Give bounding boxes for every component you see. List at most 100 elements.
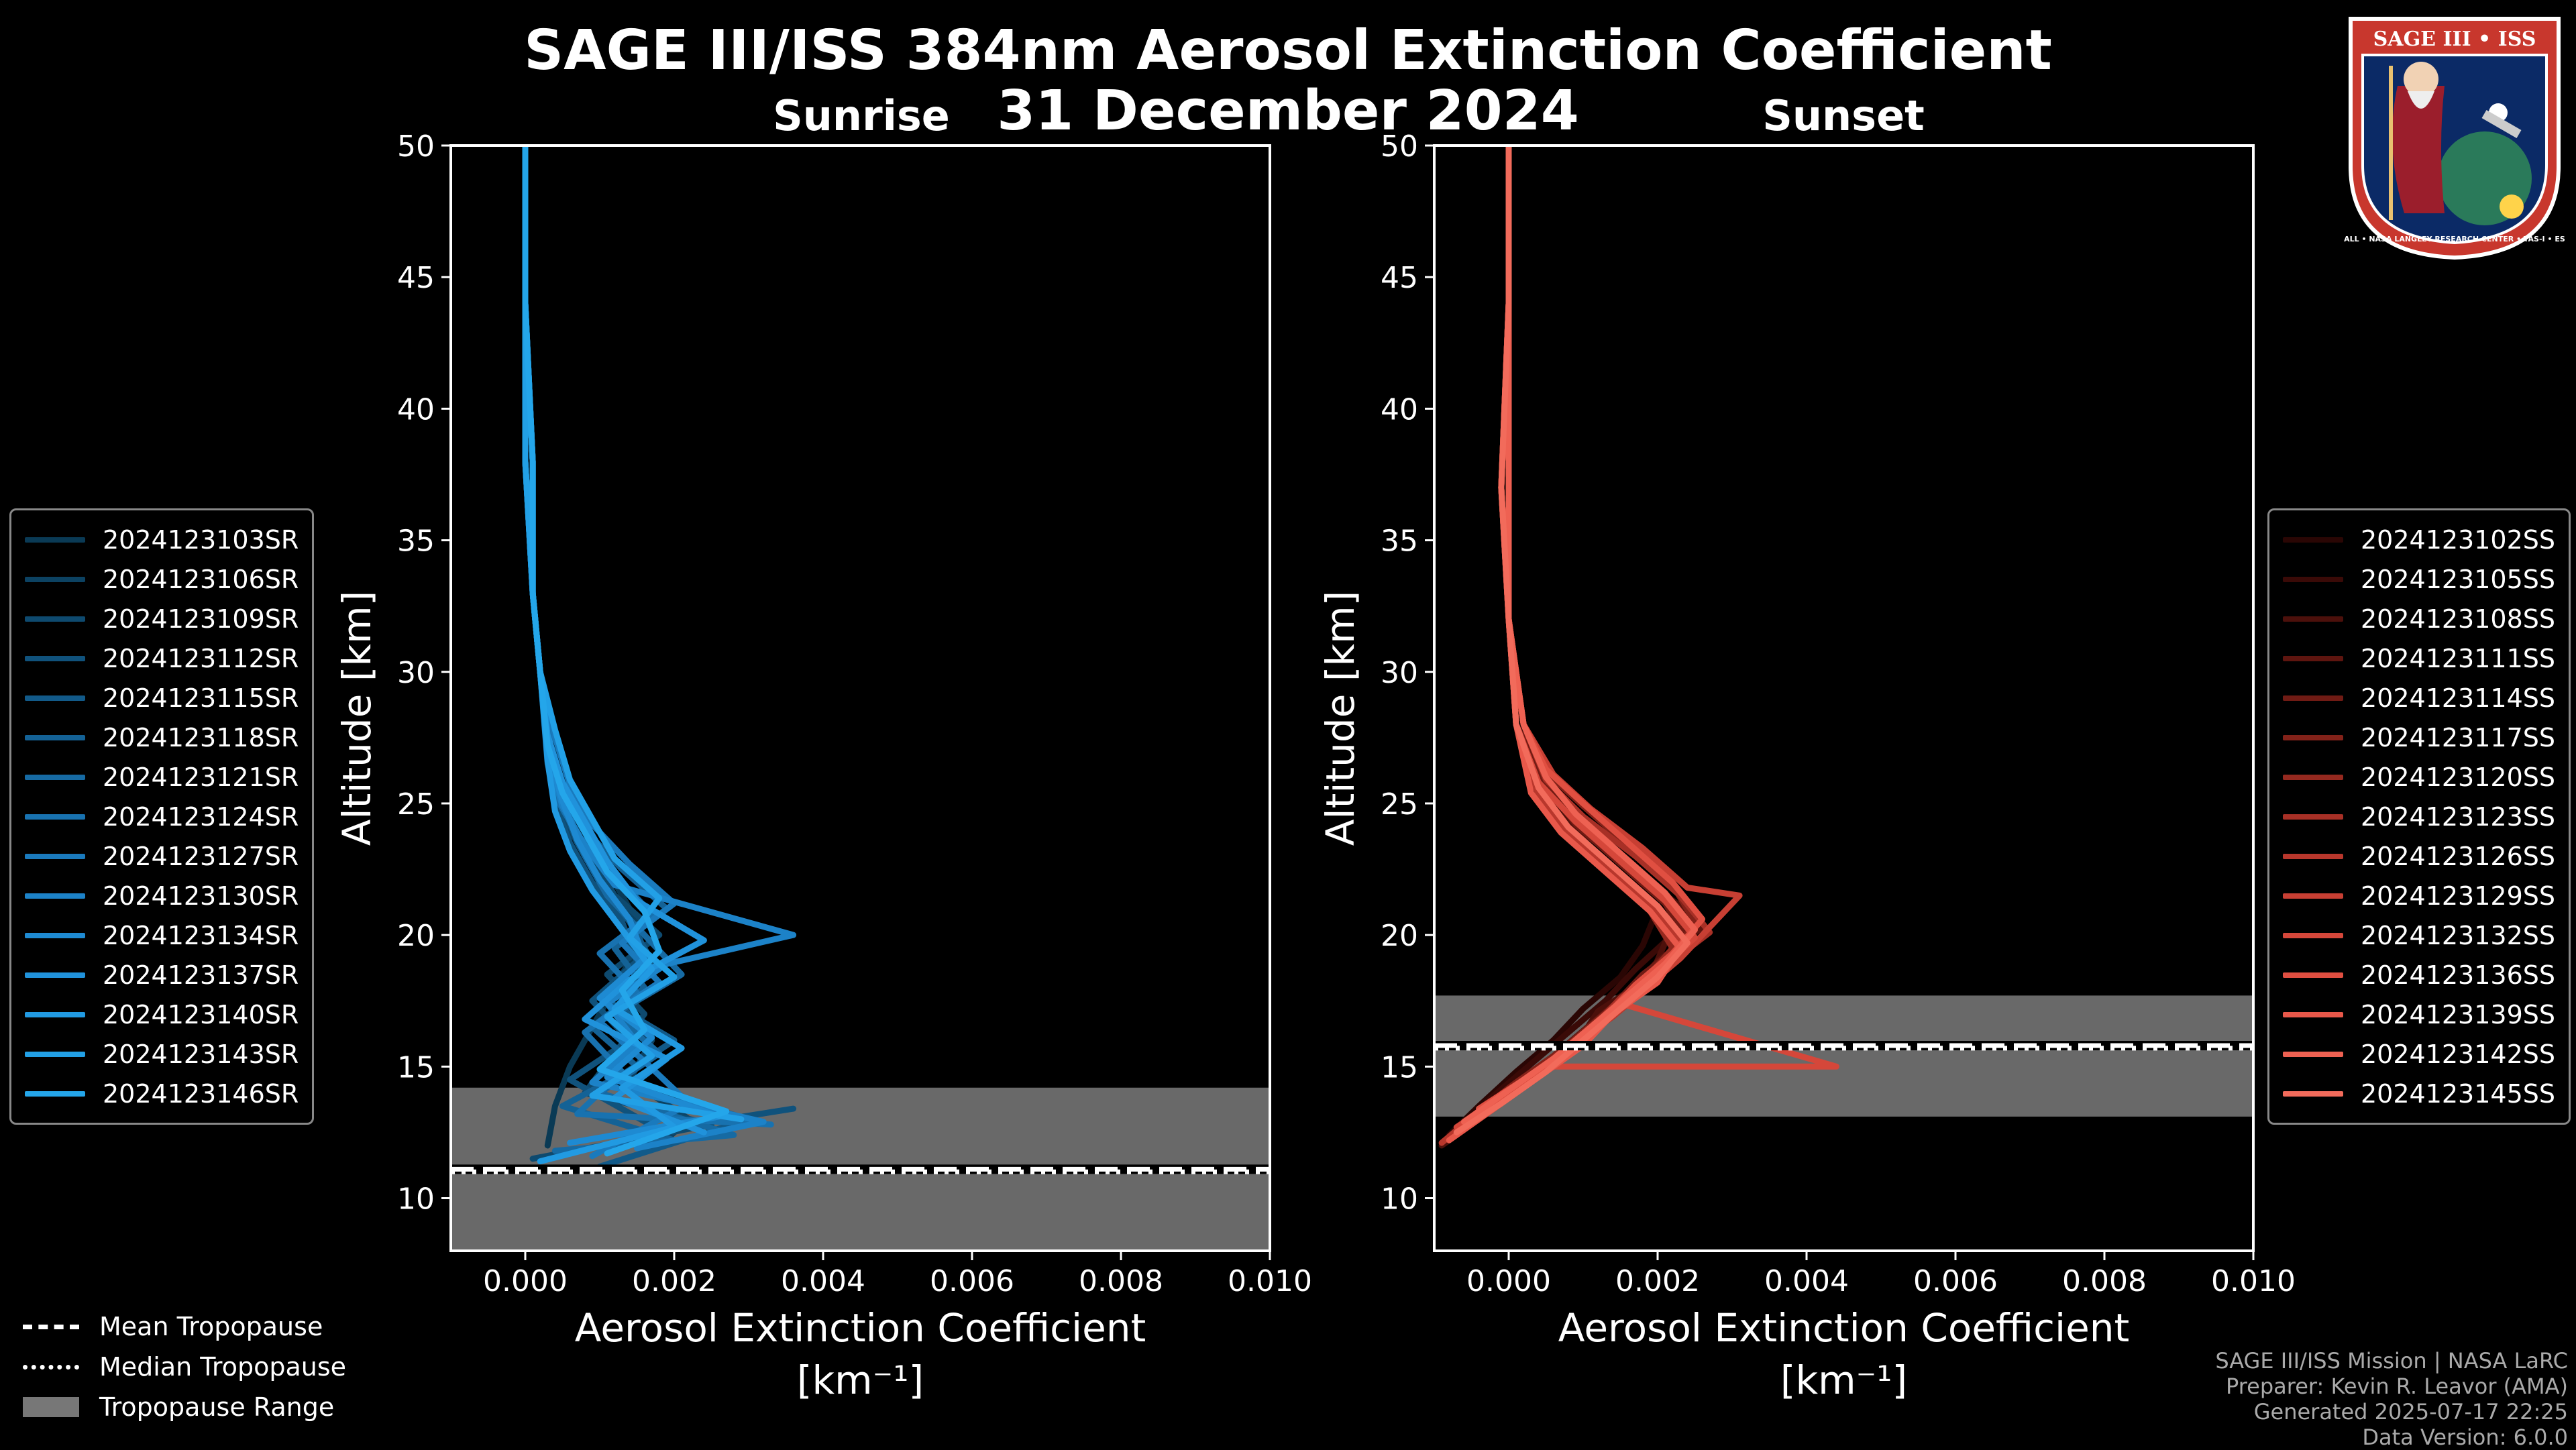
chart-title: SAGE III/ISS 384nm Aerosol Extinction Co… bbox=[524, 19, 2052, 82]
legend-label: 2024123120SS bbox=[2361, 762, 2556, 792]
sunrise-ytick-label: 35 bbox=[397, 524, 435, 559]
sunrise-ytick-label: 45 bbox=[397, 261, 435, 295]
legend-label: 2024123130SR bbox=[103, 881, 299, 911]
legend-label: 2024123108SS bbox=[2361, 604, 2556, 634]
credit-preparer: Preparer: Kevin R. Leavor (AMA) bbox=[2225, 1374, 2568, 1399]
legend-label: 2024123123SS bbox=[2361, 801, 2556, 832]
sunset-legend-item: 2024123139SS bbox=[2283, 995, 2555, 1034]
sunset-plot: 10 15 20 25 30 35 40 45 50 0.000 0.002 0.004 0.006 0.… bbox=[1318, 129, 2296, 1403]
sunset-legend-item: 2024123132SS bbox=[2283, 915, 2555, 955]
sunset-xtick-label: 0.008 bbox=[2062, 1264, 2147, 1298]
legend-swatch bbox=[25, 537, 85, 543]
legend-swatch bbox=[2283, 576, 2343, 582]
dashed-line-icon bbox=[23, 1317, 79, 1337]
series-2024123126SS bbox=[1438, 146, 1690, 1146]
sunrise-ytick-label: 30 bbox=[397, 656, 435, 690]
legend-swatch bbox=[2283, 853, 2343, 859]
sunrise-plot: 10 15 20 25 30 35 40 45 50 0.000 0.002 0.004 0.006 0.… bbox=[334, 129, 1312, 1403]
sunset-legend-item: 2024123136SS bbox=[2283, 955, 2555, 995]
sunset-ytick-label: 35 bbox=[1381, 524, 1418, 559]
sunset-legend-item: 2024123142SS bbox=[2283, 1034, 2555, 1074]
legend-label: 2024123129SS bbox=[2361, 881, 2556, 911]
sunset-subtitle: Sunset bbox=[1762, 91, 1925, 140]
series-2024123123SS bbox=[1460, 146, 1713, 1125]
sunrise-axes-frame bbox=[449, 144, 1271, 1252]
legend-mean-tropopause: Mean Tropopause bbox=[23, 1306, 346, 1347]
legend-label: 2024123136SS bbox=[2361, 960, 2556, 990]
sunrise-ytick-label: 20 bbox=[397, 919, 435, 953]
legend-label: 2024123111SS bbox=[2361, 643, 2556, 673]
legend-swatch bbox=[25, 893, 85, 899]
legend-swatch bbox=[2283, 774, 2343, 780]
legend-label: 2024123127SR bbox=[103, 841, 299, 871]
logo-text: SAGE III • ISS bbox=[2373, 27, 2536, 51]
sunrise-xtick-label: 0.000 bbox=[483, 1264, 568, 1298]
legend-label: 2024123146SR bbox=[103, 1078, 299, 1109]
legend-label: 2024123102SS bbox=[2361, 524, 2556, 555]
sunset-ytick-label: 30 bbox=[1381, 656, 1418, 690]
legend-swatch bbox=[25, 972, 85, 978]
sunrise-legend-item: 2024123106SR bbox=[25, 559, 299, 599]
sunset-legend-item: 2024123108SS bbox=[2283, 599, 2555, 638]
sunset-legend-item: 2024123105SS bbox=[2283, 559, 2555, 599]
legend-swatch bbox=[25, 655, 85, 661]
sunset-xlabel: Aerosol Extinction Coefficient bbox=[1558, 1305, 2130, 1351]
sunrise-xtick-label: 0.004 bbox=[781, 1264, 865, 1298]
sunrise-ytick-label: 25 bbox=[397, 787, 435, 822]
legend-swatch bbox=[25, 932, 85, 938]
legend-label: 2024123109SR bbox=[103, 604, 299, 634]
sunrise-legend-item: 2024123137SR bbox=[25, 955, 299, 995]
legend-label: 2024123106SR bbox=[103, 564, 299, 594]
sunset-legend-item: 2024123145SS bbox=[2283, 1074, 2555, 1113]
range-box-icon bbox=[23, 1397, 79, 1417]
legend-label: 2024123134SR bbox=[103, 920, 299, 950]
sunrise-xtick-label: 0.006 bbox=[930, 1264, 1014, 1298]
sunset-ytick-label: 25 bbox=[1381, 787, 1418, 822]
legend-label: 2024123132SS bbox=[2361, 920, 2556, 950]
sunset-xtick-label: 0.004 bbox=[1764, 1264, 1849, 1298]
sunset-legend-item: 2024123117SS bbox=[2283, 718, 2555, 757]
sunset-xtick-label: 0.006 bbox=[1913, 1264, 1998, 1298]
legend-swatch bbox=[2283, 893, 2343, 899]
sunset-legend-item: 2024123120SS bbox=[2283, 757, 2555, 797]
series-2024123146SR bbox=[522, 146, 730, 1157]
legend-label: 2024123139SS bbox=[2361, 999, 2556, 1029]
sunrise-ytick-label: 50 bbox=[397, 129, 435, 164]
sunrise-ylabel: Altitude [km] bbox=[334, 591, 380, 846]
legend-swatch bbox=[2283, 616, 2343, 622]
legend-swatch bbox=[2283, 537, 2343, 543]
legend-label: 2024123143SR bbox=[103, 1039, 299, 1069]
legend-label: 2024123115SR bbox=[103, 683, 299, 713]
legend-swatch bbox=[25, 576, 85, 582]
logo-ring-text: BALL • NASA LANGLEY RESEARCH CENTER • TA… bbox=[2344, 235, 2565, 243]
sunset-ytick-label: 10 bbox=[1381, 1182, 1418, 1217]
legend-swatch bbox=[25, 814, 85, 820]
sunrise-legend-item: 2024123121SR bbox=[25, 757, 299, 797]
sunrise-ytick-label: 10 bbox=[397, 1182, 435, 1217]
credit-version: Data Version: 6.0.0 bbox=[2362, 1425, 2568, 1450]
sunrise-legend-item: 2024123146SR bbox=[25, 1074, 299, 1113]
legend-median-tropopause: Median Tropopause bbox=[23, 1347, 346, 1387]
legend-swatch bbox=[2283, 814, 2343, 820]
legend-swatch bbox=[2283, 1011, 2343, 1017]
series-2024123130SR bbox=[522, 146, 797, 1152]
series-2024123143SR bbox=[522, 146, 745, 1123]
legend-swatch bbox=[2283, 734, 2343, 740]
legend-label: 2024123121SR bbox=[103, 762, 299, 792]
sunset-ytick-label: 45 bbox=[1381, 261, 1418, 295]
legend-swatch bbox=[25, 616, 85, 622]
sunset-legend-item: 2024123123SS bbox=[2283, 797, 2555, 836]
legend-label: 2024123126SS bbox=[2361, 841, 2556, 871]
sunrise-legend-item: 2024123130SR bbox=[25, 876, 299, 915]
sunset-legend-item: 2024123114SS bbox=[2283, 678, 2555, 718]
legend-tropopause-range: Tropopause Range bbox=[23, 1387, 346, 1427]
legend-swatch bbox=[25, 853, 85, 859]
sunrise-ytick-label: 15 bbox=[397, 1050, 435, 1084]
sunrise-xunits: [km⁻¹] bbox=[797, 1357, 924, 1403]
sunrise-legend-item: 2024123118SR bbox=[25, 718, 299, 757]
legend-label: 2024123137SR bbox=[103, 960, 299, 990]
credits: SAGE III/ISS Mission | NASA LaRC Prepare… bbox=[2215, 1348, 2568, 1450]
dotted-line-icon bbox=[23, 1357, 79, 1377]
sunrise-legend-item: 2024123140SR bbox=[25, 995, 299, 1034]
sunrise-ytick-label: 40 bbox=[397, 392, 435, 427]
